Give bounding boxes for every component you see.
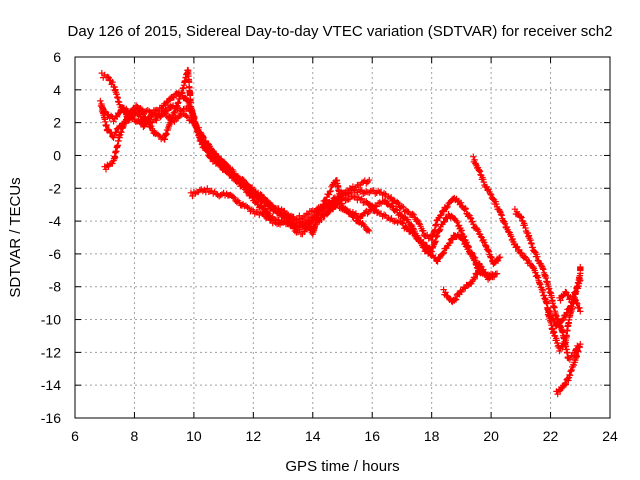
y-axis-label: SDTVAR / TECUs: [7, 177, 24, 297]
y-tick-label: -6: [49, 246, 62, 262]
point-markers: [98, 69, 498, 281]
y-axis: -16 -14 -12 -10 -8 -6 -4 -2 0 2 4 6: [41, 49, 610, 426]
y-tick-label: -14: [41, 377, 61, 393]
x-tick-label: 22: [543, 428, 559, 444]
x-tick-label: 8: [131, 428, 139, 444]
y-tick-label: -4: [49, 213, 62, 229]
point-markers: [101, 66, 504, 268]
chart-title: Day 126 of 2015, Sidereal Day-to-day VTE…: [68, 23, 613, 40]
point-markers: [187, 177, 373, 238]
y-tick-label: -16: [41, 410, 61, 426]
y-tick-label: 2: [53, 115, 61, 131]
y-tick-label: -10: [41, 312, 61, 328]
x-tick-label: 20: [483, 428, 499, 444]
x-tick-label: 18: [424, 428, 440, 444]
series-track-2: [98, 69, 498, 281]
x-tick-label: 6: [71, 428, 79, 444]
series-track-7: [470, 153, 584, 330]
point-markers: [556, 276, 584, 305]
point-markers: [553, 340, 584, 398]
x-tick-label: 12: [246, 428, 262, 444]
y-tick-label: 4: [53, 82, 61, 98]
series-track-8: [511, 206, 581, 363]
series-track-5: [187, 177, 373, 238]
data-points: [97, 66, 584, 398]
x-axis-label: GPS time / hours: [285, 458, 399, 475]
y-tick-label: -2: [49, 180, 62, 196]
y-tick-label: 0: [53, 147, 61, 163]
x-tick-label: 24: [602, 428, 618, 444]
series-track-10: [553, 340, 584, 398]
series-track-6: [440, 267, 492, 305]
series-track-4: [101, 66, 504, 268]
y-tick-label: -8: [49, 279, 62, 295]
plot-area: [74, 56, 611, 419]
y-tick-label: -12: [41, 344, 61, 360]
x-tick-label: 16: [364, 428, 380, 444]
series-track-11: [556, 276, 584, 305]
point-markers: [440, 267, 492, 305]
x-tick-label: 14: [305, 428, 321, 444]
y-tick-label: 6: [53, 49, 61, 65]
point-markers: [511, 206, 581, 363]
point-markers: [470, 153, 584, 330]
x-tick-label: 10: [186, 428, 202, 444]
x-axis: 6 8 10 12 14 16 18 20 22 24: [71, 57, 618, 444]
